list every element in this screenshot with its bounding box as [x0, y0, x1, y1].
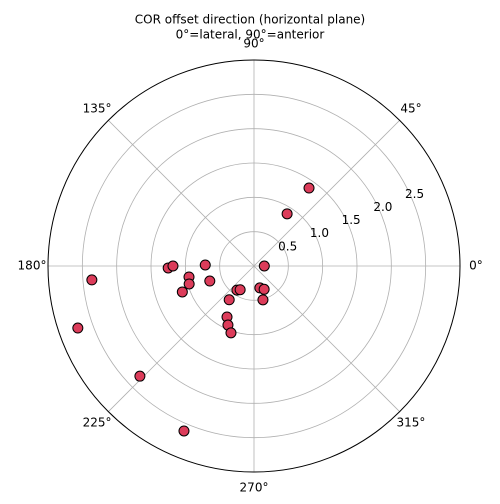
point [199, 259, 211, 271]
grid-spoke [108, 120, 255, 267]
r-tick-label: 0.5 [278, 239, 297, 253]
point [257, 294, 269, 306]
point [223, 294, 235, 306]
r-tick-label: 1.0 [310, 226, 329, 240]
point [204, 275, 216, 287]
r-tick-label: 2.5 [405, 187, 424, 201]
r-tick-label: 1.5 [342, 213, 361, 227]
angle-tick-label: 45° [400, 102, 421, 116]
polar-spine [47, 59, 461, 473]
angle-tick-label: 90° [243, 37, 264, 51]
point [258, 260, 270, 272]
point [167, 260, 179, 272]
point [178, 425, 190, 437]
chart-title: COR offset direction (horizontal plane) [135, 13, 365, 27]
angle-tick-label: 225° [83, 415, 112, 429]
angle-tick-label: 270° [240, 481, 269, 495]
point [225, 327, 237, 339]
angle-tick-label: 180° [18, 259, 47, 273]
chart-subtitle: 0°=lateral, 90°=anterior [176, 28, 325, 42]
point [176, 286, 188, 298]
point [281, 208, 293, 220]
point [86, 274, 98, 286]
point [72, 322, 84, 334]
grid-spoke [108, 265, 255, 412]
grid-spoke [253, 120, 400, 267]
point [258, 283, 270, 295]
point [183, 278, 195, 290]
angle-tick-label: 315° [397, 415, 426, 429]
point [134, 370, 146, 382]
r-tick-label: 2.0 [373, 200, 392, 214]
angle-tick-label: 135° [83, 102, 112, 116]
angle-tick-label: 0° [469, 259, 483, 273]
grid-spoke [253, 265, 400, 412]
point [234, 284, 246, 296]
point [303, 182, 315, 194]
